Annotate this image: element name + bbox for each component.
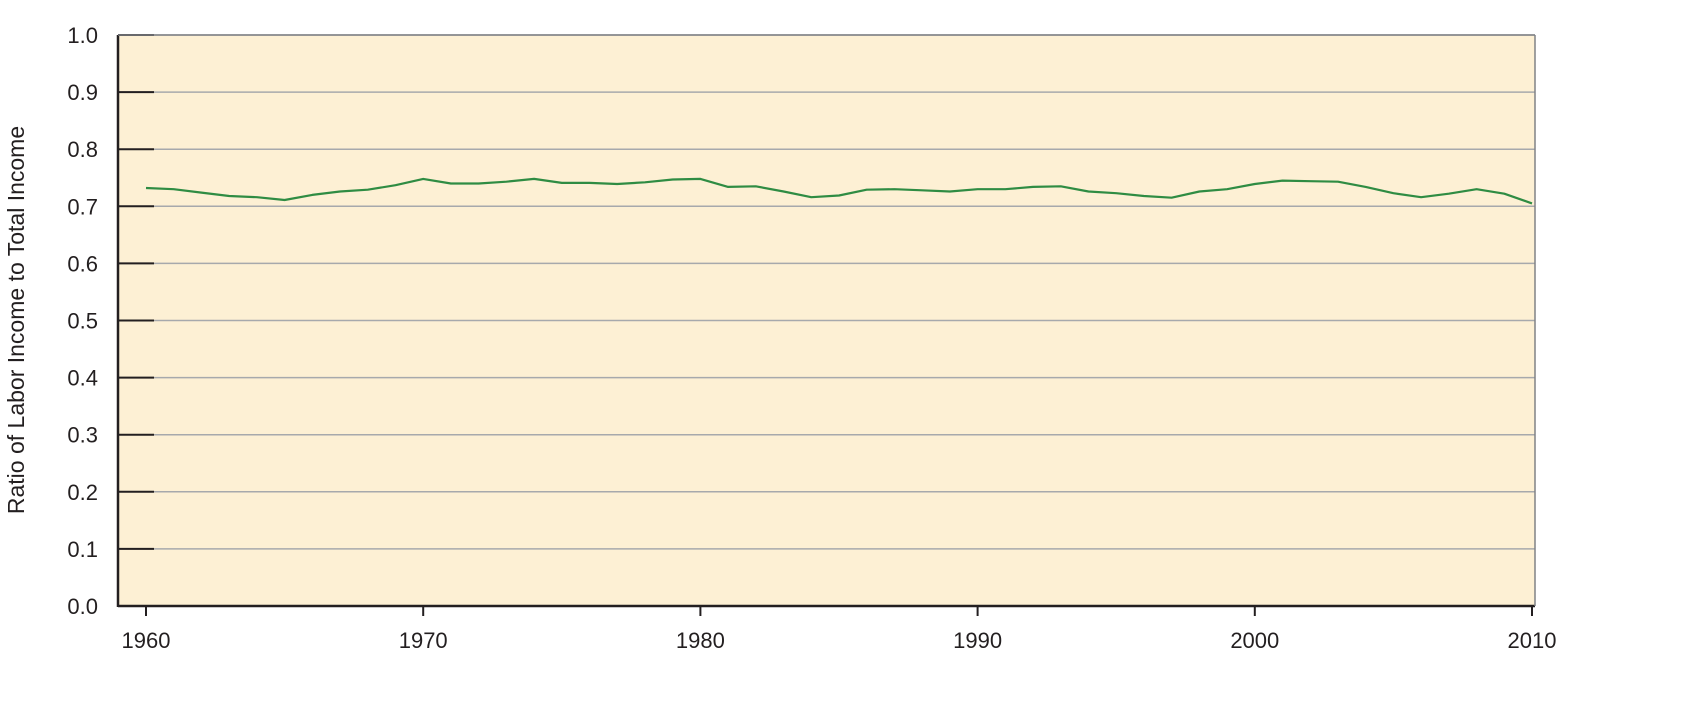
x-tick-label: 1960 [122,628,171,653]
y-tick-label: 0.6 [67,251,98,276]
y-tick-label: 0.0 [67,594,98,619]
x-tick-label: 2000 [1230,628,1279,653]
y-tick-label: 0.4 [67,366,98,391]
x-tick-label: 2010 [1508,628,1557,653]
y-tick-label: 0.5 [67,309,98,334]
y-tick-label: 0.2 [67,480,98,505]
x-tick-label: 1990 [953,628,1002,653]
y-tick-label: 0.9 [67,80,98,105]
y-tick-label: 0.1 [67,537,98,562]
y-tick-label: 0.7 [67,194,98,219]
x-tick-label: 1980 [676,628,725,653]
y-axis-label: Ratio of Labor Income to Total Income [3,126,29,514]
x-tick-label: 1970 [399,628,448,653]
y-tick-label: 1.0 [67,23,98,48]
y-tick-label: 0.3 [67,423,98,448]
series-line [145,177,1533,205]
y-tick-label: 0.8 [67,137,98,162]
